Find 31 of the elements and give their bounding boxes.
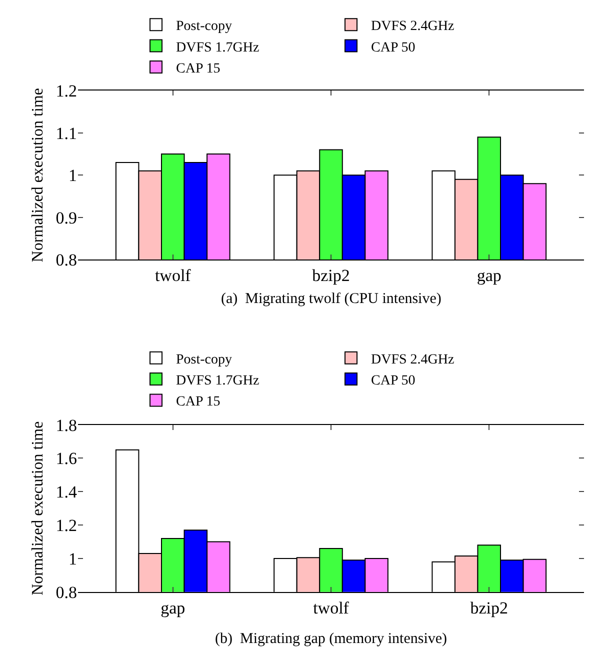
legend-label: DVFS 2.4GHz xyxy=(371,352,454,368)
y-tick-label: 0.8 xyxy=(56,582,77,602)
y-tick-label: 1.1 xyxy=(56,124,77,143)
x-tick-label: bzip2 xyxy=(470,598,508,618)
text: (b) Migrating gap (memory intensive) xyxy=(215,631,448,647)
y-tick-label: 1.2 xyxy=(56,82,77,101)
legend-label: CAP 15 xyxy=(176,394,220,410)
legend-label: DVFS 1.7GHz xyxy=(176,373,260,388)
x-tick-label: twolf xyxy=(154,266,192,286)
y-tick-label: 0.9 xyxy=(56,208,77,228)
y-axis-title: Normalized execution time xyxy=(30,88,47,262)
y-tick-label: 1.4 xyxy=(56,482,78,502)
legend-label: CAP 50 xyxy=(371,373,416,388)
text: (a) Migrating twolf (CPU intensive) xyxy=(221,291,442,307)
legend-label: Post-copy xyxy=(176,19,232,34)
legend-label: CAP 50 xyxy=(371,40,416,56)
y-tick-label: 0.8 xyxy=(56,250,77,270)
legend-label: Post-copy xyxy=(176,352,232,368)
x-tick-label: gap xyxy=(476,266,502,286)
y-tick-label: 1.6 xyxy=(56,449,77,468)
y-tick-label: 1 xyxy=(68,549,77,568)
x-tick-label: bzip2 xyxy=(312,266,350,286)
y-tick-label: 1 xyxy=(68,166,77,186)
y-tick-label: 1.8 xyxy=(56,416,77,435)
y-tick-label: 1.2 xyxy=(56,516,77,536)
legend-label: CAP 15 xyxy=(176,61,220,76)
x-tick-label: gap xyxy=(160,598,186,618)
legend-label: DVFS 1.7GHz xyxy=(176,40,260,56)
legend-label: DVFS 2.4GHz xyxy=(371,19,454,34)
y-axis-title: Normalized execution time xyxy=(30,421,47,596)
x-tick-label: twolf xyxy=(313,598,350,618)
